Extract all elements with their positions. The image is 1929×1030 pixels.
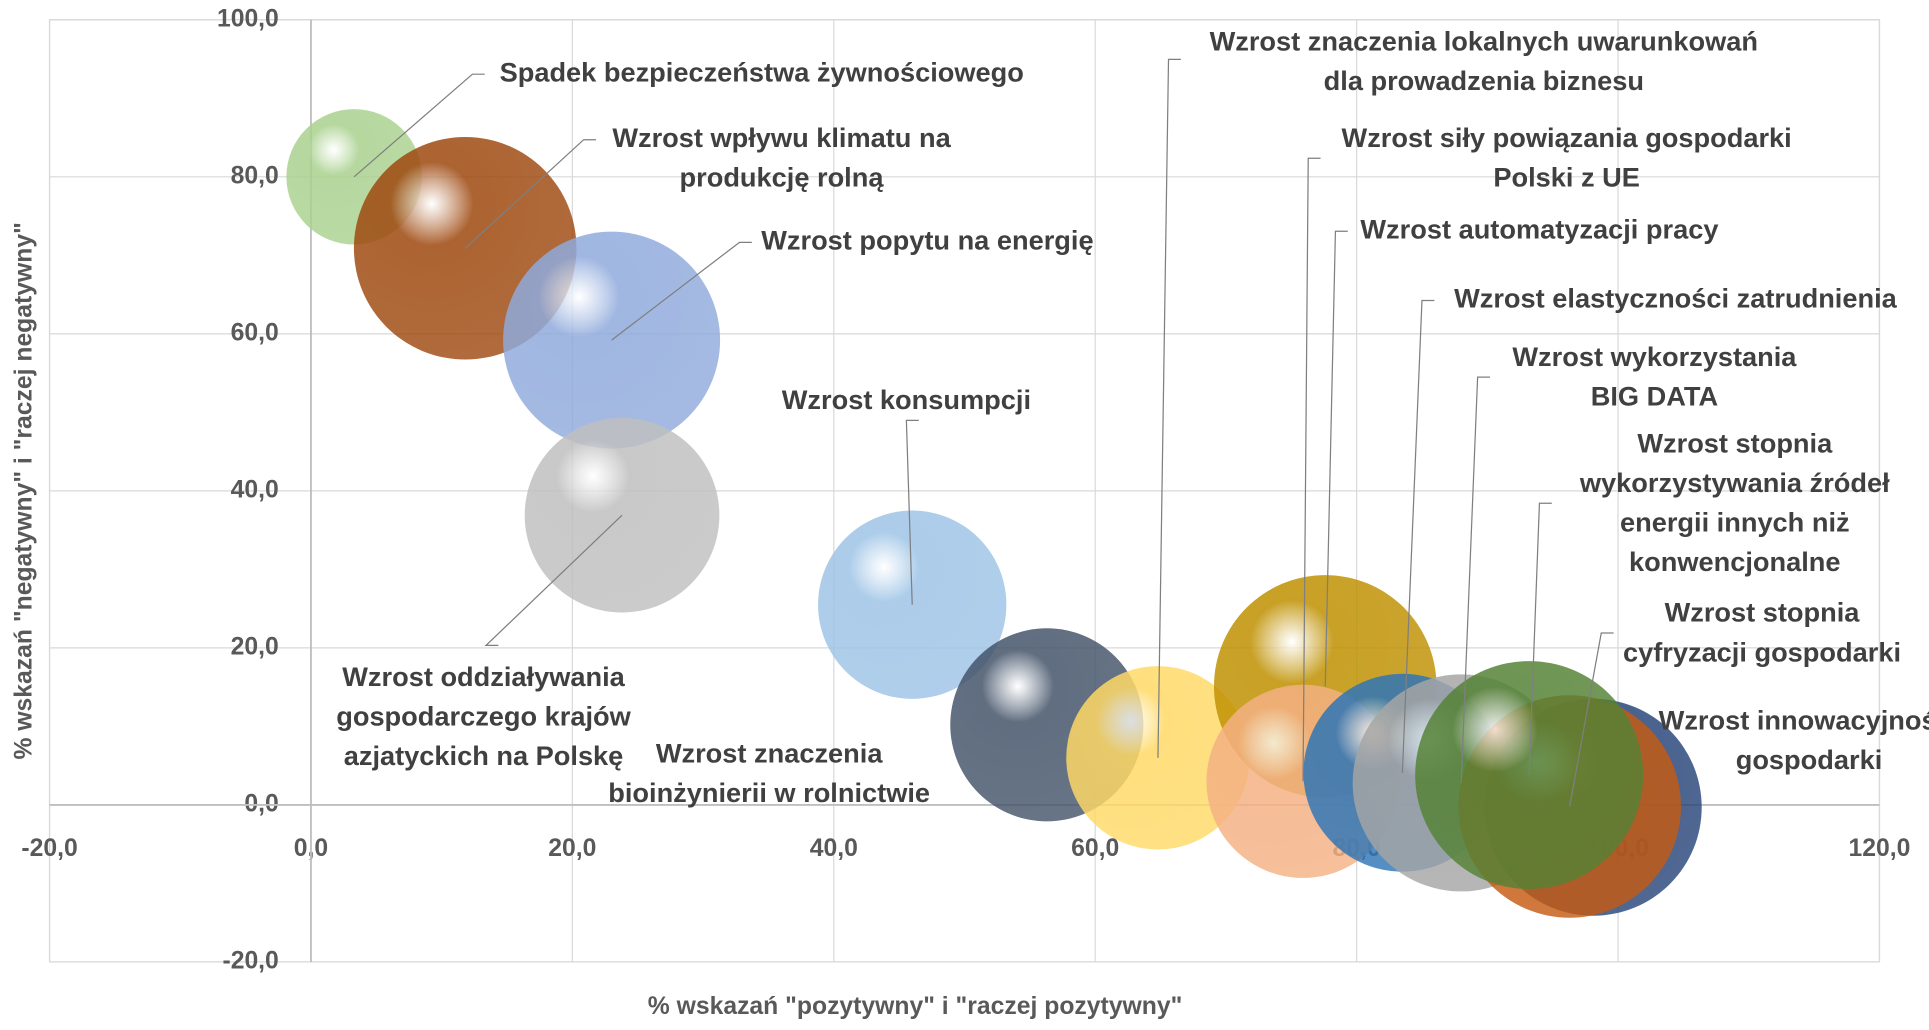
- leader-line: [905, 419, 919, 605]
- data-label: Wzrost oddziaływania: [342, 661, 625, 692]
- leader-line: [353, 73, 485, 178]
- data-label: Wzrost konsumpcji: [782, 384, 1031, 415]
- y-tick-label: 40,0: [231, 476, 279, 503]
- leader-line: [1401, 299, 1435, 773]
- data-label: gospodarki: [1736, 744, 1883, 775]
- x-tick-label: -20,0: [21, 835, 77, 862]
- leader-line: [1302, 157, 1321, 782]
- leader-line: [611, 241, 752, 341]
- leader-line: [484, 514, 623, 647]
- x-tick-label: 40,0: [810, 835, 858, 862]
- bubble: [818, 510, 1007, 699]
- x-axis-title: % wskazań "pozytywny" i "raczej pozytywn…: [648, 993, 1183, 1020]
- data-label: azjatyckich na Polskę: [344, 740, 624, 771]
- data-label: energii innych niż: [1620, 506, 1850, 537]
- data-label: Wzrost znaczenia lokalnych uwarunkowań: [1210, 25, 1758, 56]
- x-tick-label: 20,0: [548, 835, 596, 862]
- y-tick-label: 20,0: [231, 633, 279, 660]
- data-label: konwencjonalne: [1629, 546, 1840, 577]
- data-label: cyfryzacji gospodarki: [1623, 636, 1901, 667]
- y-tick-label: 60,0: [231, 319, 279, 346]
- data-label: dla prowadzenia biznesu: [1324, 65, 1644, 96]
- y-tick-label: 80,0: [231, 162, 279, 189]
- data-label: Wzrost automatyzacji pracy: [1360, 213, 1718, 244]
- data-label: wykorzystywania źródeł: [1579, 467, 1890, 498]
- data-label: Wzrost elastyczności zatrudnienia: [1454, 283, 1898, 314]
- x-tick-label: 60,0: [1071, 835, 1119, 862]
- leader-line: [1324, 230, 1348, 687]
- y-tick-label: 100,0: [217, 5, 279, 32]
- leader-line: [464, 139, 597, 249]
- data-label: Wzrost wykorzystania: [1512, 341, 1797, 372]
- y-tick-label: 0,0: [244, 790, 278, 817]
- data-label: gospodarczego krajów: [336, 701, 631, 732]
- data-label: Wzrost popytu na energię: [761, 225, 1093, 256]
- leader-line: [1460, 376, 1490, 783]
- leader-line: [1569, 632, 1614, 807]
- leader-line: [1528, 502, 1552, 776]
- data-label: Wzrost innowacyjności: [1659, 704, 1929, 735]
- leader-line: [1157, 58, 1181, 758]
- data-label: Wzrost stopnia: [1637, 427, 1833, 458]
- data-label: Spadek bezpieczeństwa żywnościowego: [500, 56, 1024, 87]
- data-label: produkcję rolną: [680, 161, 885, 192]
- data-label: Wzrost wpływu klimatu na: [612, 122, 951, 153]
- x-tick-label: 120,0: [1849, 835, 1911, 862]
- y-tick-label: -20,0: [222, 947, 278, 974]
- data-label: Wzrost siły powiązania gospodarki: [1342, 122, 1792, 153]
- data-label: bioinżynierii w rolnictwie: [608, 777, 930, 808]
- data-label: Wzrost stopnia: [1665, 597, 1861, 628]
- data-label: Polski z UE: [1493, 161, 1640, 192]
- data-label: BIG DATA: [1591, 380, 1718, 411]
- y-axis-title: % wskazań "negatywny" i "raczej negatywn…: [10, 222, 37, 759]
- data-label: Wzrost znaczenia: [656, 738, 883, 769]
